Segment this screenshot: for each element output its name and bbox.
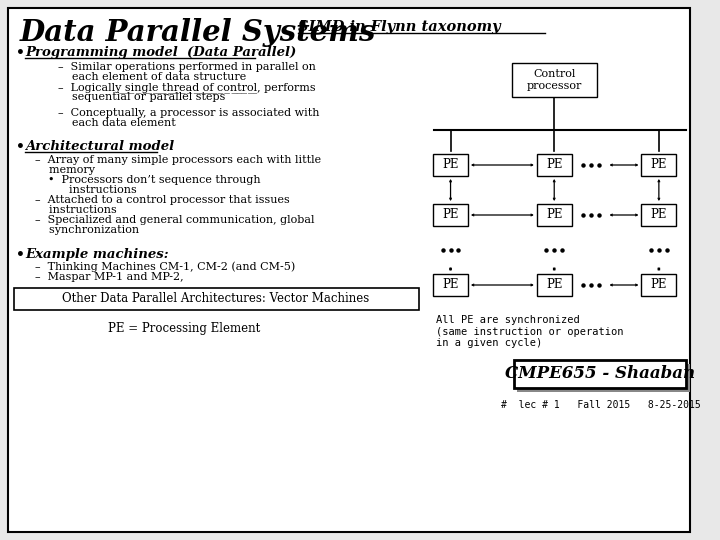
Bar (518, 364, 690, 392)
Text: –  Array of many simple processors each with little: – Array of many simple processors each w… (35, 155, 321, 165)
Text: •: • (16, 46, 24, 60)
Text: –  Conceptually, a processor is associated with: – Conceptually, a processor is associate… (58, 108, 320, 118)
Text: each data element: each data element (58, 118, 176, 128)
Text: PE: PE (442, 159, 459, 172)
Text: CMPE655 - Shaaban: CMPE655 - Shaaban (505, 366, 695, 382)
Text: Data Parallel Systems: Data Parallel Systems (19, 18, 376, 47)
Text: sequential or parallel steps: sequential or parallel steps (58, 92, 225, 102)
Text: Control
processor: Control processor (526, 69, 582, 91)
Text: instructions: instructions (48, 185, 138, 195)
Text: All PE are synchronized
(same instruction or operation
in a given cycle): All PE are synchronized (same instructio… (436, 315, 624, 348)
Text: PE: PE (651, 159, 667, 172)
Text: –  Maspar MP-1 and MP-2,: – Maspar MP-1 and MP-2, (35, 272, 184, 282)
Text: SIMD in Flynn taxonomy: SIMD in Flynn taxonomy (298, 20, 501, 34)
Text: PE: PE (546, 279, 562, 292)
Bar (433, 274, 468, 296)
Text: –  Logically ̲s̲i̲n̲g̲l̲e̲ ̲t̲h̲r̲e̲a̲d̲ ̲o̲f̲ ̲c̲o̲n̲t̲r̲o̲l̲, performs: – Logically ̲s̲i̲n̲g̲l̲e̲ ̲t̲h̲r̲e̲a̲d̲ … (58, 82, 316, 93)
Text: •: • (16, 140, 24, 154)
Bar (537, 274, 572, 296)
Text: instructions: instructions (35, 205, 117, 215)
Text: PE: PE (651, 279, 667, 292)
Bar (642, 204, 676, 226)
Bar (433, 204, 468, 226)
Text: PE = Processing Element: PE = Processing Element (108, 322, 260, 335)
Text: synchronization: synchronization (35, 225, 139, 235)
Bar (512, 63, 597, 97)
Text: PE: PE (546, 208, 562, 221)
Text: –  Attached to a control processor that issues: – Attached to a control processor that i… (35, 195, 289, 205)
Bar (537, 204, 572, 226)
Text: each element of data structure: each element of data structure (58, 72, 246, 82)
Bar (537, 154, 572, 176)
Text: •  Processors don’t sequence through: • Processors don’t sequence through (48, 175, 261, 185)
Text: PE: PE (442, 279, 459, 292)
Text: •: • (16, 248, 24, 262)
Text: PE: PE (442, 208, 459, 221)
Text: Architectural model: Architectural model (25, 140, 174, 153)
Text: #  lec # 1   Fall 2015   8-25-2015: # lec # 1 Fall 2015 8-25-2015 (501, 400, 701, 410)
Text: –  Similar operations performed in parallel on: – Similar operations performed in parall… (58, 62, 316, 72)
Text: Programming model  (Data Parallel): Programming model (Data Parallel) (25, 46, 297, 59)
Bar (433, 154, 468, 176)
Bar (642, 154, 676, 176)
Text: memory: memory (35, 165, 95, 175)
Text: PE: PE (651, 208, 667, 221)
Text: –  Specialized and general communication, global: – Specialized and general communication,… (35, 215, 315, 225)
Bar (14, 288, 418, 310)
Text: PE: PE (546, 159, 562, 172)
Bar (642, 274, 676, 296)
Text: –  Thinking Machines CM-1, CM-2 (and CM-5): – Thinking Machines CM-1, CM-2 (and CM-5… (35, 261, 295, 272)
Text: Other Data Parallel Architectures: Vector Machines: Other Data Parallel Architectures: Vecto… (63, 293, 369, 306)
Text: Example machines:: Example machines: (25, 248, 168, 261)
Bar (513, 360, 686, 388)
